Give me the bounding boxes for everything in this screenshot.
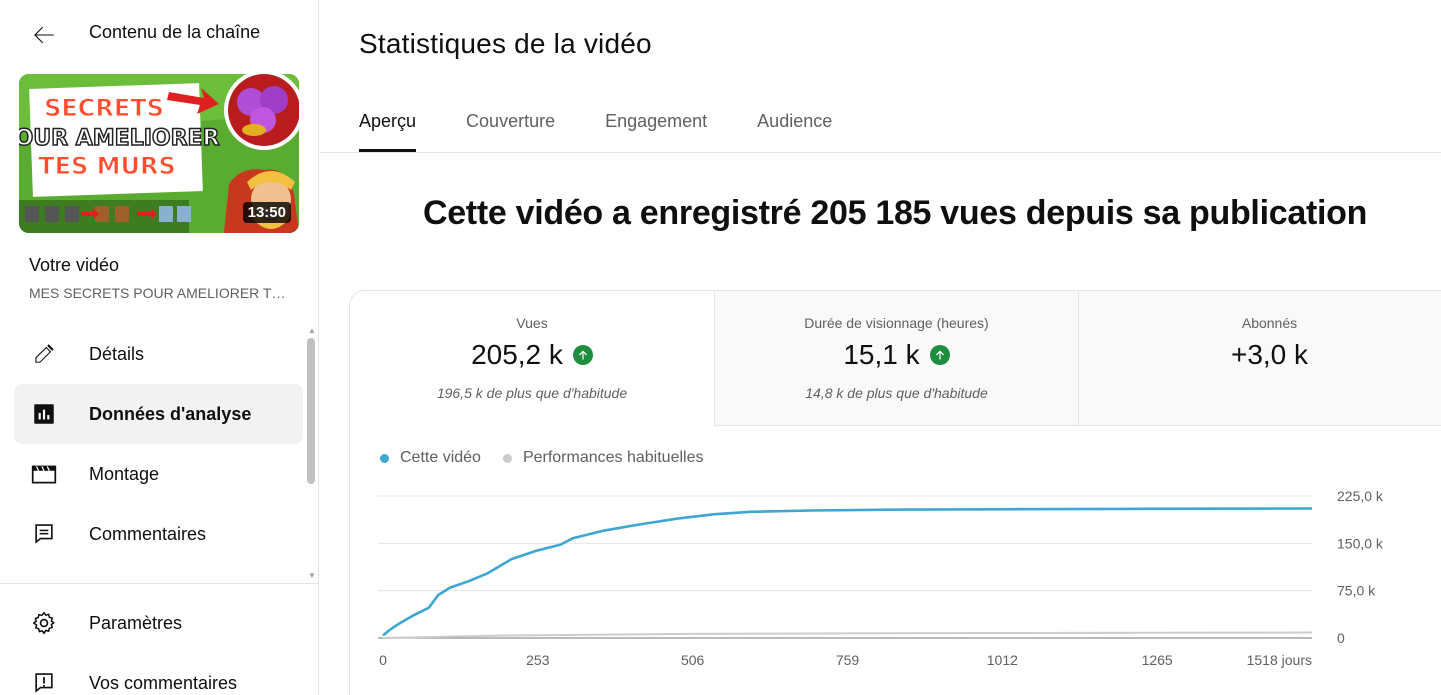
clapperboard-icon [30,460,58,488]
sidebar-item-label: Montage [89,463,160,484]
metric-value-row: +3,0 k [1079,339,1441,371]
tab-audience[interactable]: Audience [757,111,833,131]
x-tick-label: 506 [681,652,705,668]
legend-dot [502,453,512,463]
arrow-up-icon [572,345,593,365]
x-tick-label: 1265 [1142,652,1173,668]
x-tick-label: 253 [526,652,550,668]
sidebar-scrollbar[interactable]: ▲ ▼ [305,326,317,580]
views-headline: Cette vidéo a enregistré 205 185 vues de… [422,194,1368,232]
scroll-thumb[interactable] [307,338,315,484]
sidebar-item-settings[interactable]: Paramètres [14,593,303,653]
legend-item-typical[interactable]: Performances habituelles [502,449,704,467]
sidebar-item-label: Paramètres [89,612,183,633]
channel-content-title: Contenu de la chaîne [89,22,261,42]
x-tick-label: 0 [379,652,387,668]
sidebar-item-analytics[interactable]: Données d'analyse [14,384,303,444]
scroll-down-icon[interactable]: ▼ [308,571,316,580]
arrow-up-icon [929,345,950,365]
pencil-icon [30,340,58,368]
y-tick-label: 0 [1337,630,1345,646]
metric-value: 205,2 k [471,339,563,370]
tab-bar: Aperçu Couverture Engagement Audience [359,96,882,152]
metric-views[interactable]: Vues 205,2 k 196,5 k de plus que d'habit… [350,291,714,426]
sidebar-divider [0,583,318,584]
views-chart[interactable]: 0 75,0 k 150,0 k 225,0 k 0 253 506 759 1012 1265 1… [350,291,1441,695]
sidebar: Contenu de la chaîne SECRETS POUR AMELIO… [0,0,319,695]
metric-note: 14,8 k de plus que d'habitude [805,385,988,401]
thumbnail-text-3: TES MURS [38,152,176,180]
x-tick-label: 1012 [987,652,1018,668]
tabs-divider [320,152,1441,153]
arrow-left-icon [34,26,54,44]
metric-label: Durée de visionnage (heures) [804,315,989,331]
gear-icon [30,609,58,637]
tab-reach[interactable]: Couverture [466,111,556,131]
sidebar-item-comments[interactable]: Commentaires [14,504,303,564]
your-video-label: Votre vidéo [29,255,120,275]
back-button[interactable] [28,19,60,51]
main-content: Statistiques de la vidéo Aperçu Couvertu… [320,0,1441,695]
sidebar-item-details[interactable]: Détails [14,324,303,384]
series-line-typical [382,631,1313,639]
tab-overview[interactable]: Aperçu [359,96,417,152]
x-tick-label: 1518 jours [1247,652,1312,668]
tab-engagement[interactable]: Engagement [605,111,708,131]
comment-icon [30,520,58,548]
metric-watch-time[interactable]: Durée de visionnage (heures) 15,1 k 14,8… [714,291,1078,426]
chart-legend: Cette vidéo Performances habituelles [380,449,725,467]
metric-label: Abonnés [1241,315,1298,331]
sidebar-item-label: Détails [89,343,145,364]
analytics-icon [30,400,58,428]
sidebar-item-feedback[interactable]: Vos commentaires [14,653,303,695]
metric-value: 15,1 k [843,339,920,370]
overview-card: Vues 205,2 k 196,5 k de plus que d'habit… [349,290,1441,695]
legend-item-this-video[interactable]: Cette vidéo [380,449,481,467]
sidebar-bottom-nav: Paramètres Vos commentaires [14,593,303,695]
thumbnail-text-2: POUR AMELIORER [19,126,220,151]
sidebar-item-editor[interactable]: Montage [14,444,303,504]
sidebar-item-label: Commentaires [89,523,207,544]
legend-label: Cette vidéo [400,449,481,466]
thumbnail-image: SECRETS POUR AMELIORER TES MURS [19,74,299,233]
y-tick-label: 75,0 k [1337,583,1376,599]
metric-value: +3,0 k [1230,339,1309,370]
sidebar-nav: Détails Données d'analyse Montage Commen… [14,324,303,564]
sidebar-item-label: Vos commentaires [89,672,238,693]
legend-label: Performances habituelles [522,449,704,466]
metric-value-row: 15,1 k [715,339,1078,371]
duration-badge: 13:50 [242,202,291,223]
y-tick-label: 150,0 k [1337,535,1384,551]
metric-subscribers[interactable]: Abonnés +3,0 k [1078,291,1441,426]
scroll-up-icon[interactable]: ▲ [308,326,316,335]
sidebar-item-label: Données d'analyse [89,403,252,424]
series-line-this-video [382,507,1313,637]
metric-note: 196,5 k de plus que d'habitude [436,385,628,401]
metric-value-row: 205,2 k [350,339,714,371]
feedback-icon [30,669,58,695]
video-title[interactable]: MES SECRETS POUR AMELIORER TES MURS [29,285,291,301]
metric-tabs: Vues 205,2 k 196,5 k de plus que d'habit… [350,291,1441,426]
video-thumbnail[interactable]: SECRETS POUR AMELIORER TES MURS [19,74,299,233]
metric-label: Vues [516,315,548,331]
legend-dot [380,453,389,463]
page-title: Statistiques de la vidéo [359,28,652,59]
y-tick-label: 225,0 k [1337,488,1384,504]
x-tick-label: 759 [836,652,860,668]
thumbnail-text-1: SECRETS [44,94,164,122]
